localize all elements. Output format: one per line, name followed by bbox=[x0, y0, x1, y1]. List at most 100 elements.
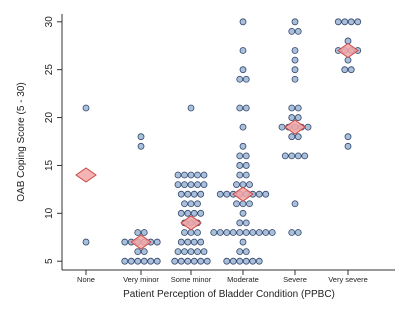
data-point bbox=[190, 209, 198, 217]
data-point bbox=[294, 229, 302, 236]
data-point bbox=[210, 229, 218, 236]
data-point bbox=[181, 200, 188, 208]
data-point bbox=[137, 133, 145, 141]
data-point bbox=[291, 200, 299, 208]
data-point bbox=[278, 123, 286, 131]
data-point bbox=[291, 66, 299, 74]
data-point bbox=[194, 171, 201, 179]
data-point bbox=[255, 190, 263, 198]
data-point bbox=[229, 229, 237, 236]
data-point bbox=[294, 104, 302, 112]
data-point bbox=[177, 238, 185, 246]
data-point bbox=[242, 75, 250, 83]
data-point bbox=[288, 133, 296, 141]
mean-marker bbox=[337, 42, 359, 59]
data-point bbox=[187, 181, 195, 188]
data-point bbox=[187, 171, 195, 179]
data-point bbox=[242, 257, 250, 265]
mean-marker bbox=[75, 167, 97, 183]
data-point bbox=[347, 66, 355, 74]
data-point bbox=[200, 248, 208, 256]
data-point bbox=[262, 190, 270, 198]
data-point bbox=[239, 18, 247, 26]
data-point bbox=[134, 257, 142, 265]
data-point bbox=[177, 209, 185, 217]
data-point bbox=[341, 18, 349, 26]
data-point bbox=[281, 152, 289, 160]
data-point bbox=[153, 257, 161, 265]
data-point bbox=[242, 171, 250, 179]
data-point bbox=[354, 18, 362, 26]
data-point bbox=[187, 104, 195, 112]
y-tick-label: 10 bbox=[44, 207, 55, 219]
data-point bbox=[288, 152, 296, 160]
data-point bbox=[223, 257, 231, 265]
data-point bbox=[242, 104, 250, 112]
mean-marker bbox=[180, 215, 202, 231]
x-tick-label: Very severe bbox=[328, 275, 368, 284]
data-point bbox=[255, 257, 263, 265]
data-point bbox=[294, 152, 302, 160]
data-point bbox=[174, 248, 182, 256]
data-point bbox=[197, 190, 205, 198]
data-point bbox=[121, 238, 129, 246]
data-point bbox=[288, 229, 296, 236]
data-point bbox=[233, 200, 240, 208]
data-point bbox=[288, 114, 296, 121]
data-point bbox=[291, 75, 299, 83]
data-point bbox=[223, 229, 231, 236]
data-point bbox=[304, 123, 312, 131]
data-point bbox=[236, 104, 244, 112]
data-point bbox=[197, 257, 205, 265]
data-point bbox=[236, 248, 244, 256]
data-point bbox=[242, 162, 250, 169]
data-point bbox=[236, 219, 244, 227]
data-point bbox=[236, 229, 244, 236]
data-point bbox=[174, 181, 182, 188]
data-point bbox=[239, 142, 247, 150]
data-point bbox=[344, 133, 352, 141]
data-point bbox=[184, 257, 192, 265]
data-point bbox=[262, 229, 270, 236]
data-point bbox=[347, 18, 355, 26]
data-point bbox=[194, 181, 201, 188]
y-tick-label: 30 bbox=[44, 16, 55, 28]
y-tick-label: 5 bbox=[44, 258, 55, 264]
data-point bbox=[223, 190, 231, 198]
data-point bbox=[291, 56, 299, 64]
mean-marker bbox=[232, 186, 254, 202]
data-point bbox=[184, 238, 192, 246]
data-point bbox=[181, 248, 188, 256]
data-point bbox=[246, 181, 253, 188]
x-tick-label: Moderate bbox=[227, 275, 259, 284]
data-point bbox=[291, 18, 299, 26]
data-point bbox=[242, 219, 250, 227]
data-point bbox=[249, 257, 257, 265]
data-point bbox=[140, 248, 148, 256]
data-point bbox=[242, 229, 250, 236]
data-point bbox=[171, 257, 179, 265]
x-tick-label: Very minor bbox=[123, 275, 159, 284]
data-point bbox=[242, 152, 250, 160]
data-point bbox=[203, 257, 211, 265]
data-point bbox=[294, 114, 302, 121]
data-point bbox=[236, 257, 244, 265]
mean-marker bbox=[130, 234, 152, 250]
data-point bbox=[268, 229, 276, 236]
x-axis-label: Patient Perception of Bladder Condition … bbox=[123, 289, 335, 300]
data-point bbox=[134, 248, 142, 256]
data-point bbox=[249, 229, 257, 236]
data-point bbox=[288, 27, 296, 35]
data-point bbox=[236, 171, 244, 179]
data-point bbox=[334, 18, 342, 26]
data-point bbox=[194, 248, 201, 256]
data-point bbox=[197, 238, 205, 246]
data-point bbox=[301, 152, 309, 160]
data-point bbox=[134, 229, 142, 236]
data-point bbox=[239, 238, 247, 246]
data-point bbox=[184, 209, 192, 217]
data-point bbox=[147, 257, 155, 265]
data-point bbox=[181, 181, 188, 188]
data-point bbox=[190, 257, 198, 265]
data-point bbox=[82, 104, 90, 112]
